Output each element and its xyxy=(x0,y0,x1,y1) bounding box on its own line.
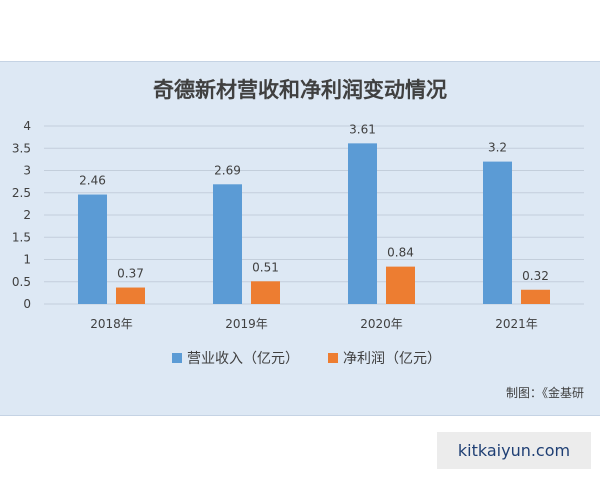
y-tick-label: 2.5 xyxy=(12,186,31,200)
legend-label-revenue: 营业收入（亿元） xyxy=(187,351,299,367)
chart-panel: 奇德新材营收和净利润变动情况 0 0.5 1 1.5 2 2.5 3 3.5 4 2.46 0.3… xyxy=(0,61,600,416)
chart-title: 奇德新材营收和净利润变动情况 xyxy=(153,78,447,102)
legend-swatch-revenue xyxy=(172,353,182,363)
bar-chart: 奇德新材营收和净利润变动情况 00.511.522.533.54 2.460.3… xyxy=(12,78,584,400)
net-profit-value-label: 0.37 xyxy=(117,267,144,281)
x-tick-label: 2020年 xyxy=(360,317,403,331)
y-tick-label: 3 xyxy=(23,164,31,178)
net-profit-bar xyxy=(521,289,550,304)
y-tick-label: 1 xyxy=(23,253,31,267)
net-profit-value-label: 0.84 xyxy=(387,246,414,260)
bars xyxy=(78,143,550,304)
revenue-value-label: 3.61 xyxy=(349,122,376,136)
data-labels: 2.46 0.37 2.69 0.51 3.61 0.84 3.2 0.32 xyxy=(79,122,549,282)
net-profit-bar xyxy=(251,281,280,304)
net-profit-bar xyxy=(386,266,415,304)
y-tick-label: 0.5 xyxy=(12,275,31,289)
y-tick-label: 1.5 xyxy=(12,230,31,244)
revenue-bar xyxy=(78,194,107,304)
x-tick-label: 2018年 xyxy=(90,317,133,331)
y-tick-label: 4 xyxy=(23,119,31,133)
x-tick-label: 2021年 xyxy=(495,317,538,331)
net-profit-value-label: 0.51 xyxy=(252,260,279,274)
legend-swatch-net-profit xyxy=(328,353,338,363)
revenue-bar xyxy=(348,143,377,304)
revenue-bar xyxy=(483,161,512,304)
y-axis-ticks: 0 0.5 1 1.5 2 2.5 3 3.5 4 xyxy=(12,119,31,311)
y-tick-label: 0 xyxy=(23,297,31,311)
net-profit-value-label: 0.32 xyxy=(522,269,549,283)
net-profit-bar xyxy=(116,287,145,304)
x-axis-ticks: 2018年 2019年 2020年 2021年 xyxy=(90,317,538,331)
revenue-value-label: 3.2 xyxy=(488,141,507,155)
revenue-bar xyxy=(213,184,242,304)
gridlines xyxy=(44,125,584,305)
x-tick-label: 2019年 xyxy=(225,317,268,331)
revenue-value-label: 2.46 xyxy=(79,174,106,188)
y-tick-label: 2 xyxy=(23,208,31,222)
source-credit: 制图：《金基研 xyxy=(506,385,584,400)
revenue-value-label: 2.69 xyxy=(214,163,241,177)
y-tick-label: 3.5 xyxy=(12,141,31,155)
legend: 营业收入（亿元） 净利润（亿元） xyxy=(172,351,441,367)
legend-label-net-profit: 净利润（亿元） xyxy=(343,351,441,367)
watermark-text: kitkaiyun.com xyxy=(437,432,591,469)
